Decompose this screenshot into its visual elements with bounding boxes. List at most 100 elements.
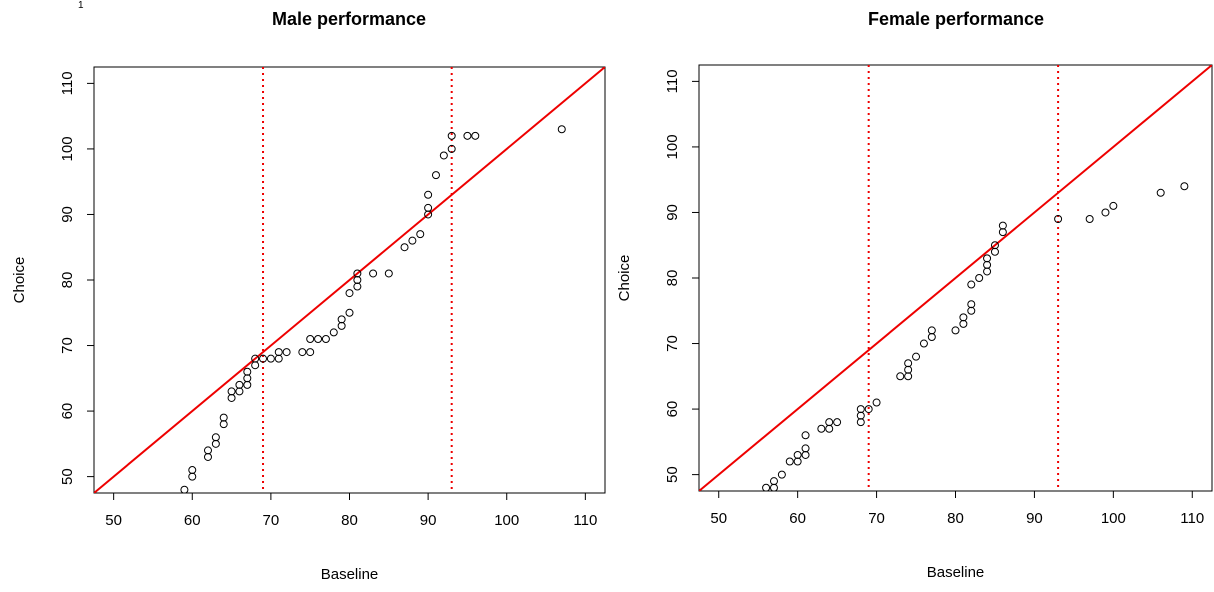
y-tick-label: 110 xyxy=(59,71,76,95)
data-point xyxy=(904,372,913,381)
data-point xyxy=(439,151,448,160)
x-tick-label: 50 xyxy=(105,512,122,529)
data-point xyxy=(431,171,440,180)
x-tick-label: 110 xyxy=(1180,510,1204,527)
data-point xyxy=(298,348,307,357)
data-point xyxy=(219,420,228,429)
data-point xyxy=(188,472,197,481)
y-tick-label: 70 xyxy=(664,335,681,352)
data-point xyxy=(967,280,976,289)
data-point xyxy=(345,308,354,317)
data-point xyxy=(959,313,968,322)
data-point xyxy=(825,418,834,427)
data-point xyxy=(203,452,212,461)
data-point xyxy=(983,254,992,263)
female-performance-panel: Female performance 50 60 70 80 90 100 110 50 60 70… xyxy=(607,0,1214,587)
data-point xyxy=(408,236,417,245)
data-point xyxy=(927,332,936,341)
data-point xyxy=(856,411,865,420)
data-point xyxy=(1101,208,1110,217)
data-point xyxy=(983,267,992,276)
data-point xyxy=(345,289,354,298)
data-point xyxy=(919,339,928,348)
y-tick-label: 60 xyxy=(664,401,681,418)
data-point xyxy=(967,306,976,315)
data-point xyxy=(769,477,778,486)
data-point xyxy=(463,131,472,140)
data-point xyxy=(864,405,873,414)
data-point xyxy=(400,243,409,252)
data-point xyxy=(801,431,810,440)
y-axis-label: Choice xyxy=(616,255,633,302)
y-tick-label: 80 xyxy=(664,270,681,287)
data-point xyxy=(211,433,220,442)
data-point xyxy=(990,247,999,256)
data-point xyxy=(959,319,968,328)
data-point xyxy=(353,282,362,291)
x-tick-label: 70 xyxy=(868,510,885,527)
y-tick-label: 100 xyxy=(59,136,76,161)
data-point xyxy=(227,387,236,396)
male-performance-panel: Male performance 50 60 70 80 90 100 110 50 60 70 80… xyxy=(0,0,607,587)
data-point xyxy=(306,334,315,343)
data-point xyxy=(793,450,802,459)
x-axis-label: Baseline xyxy=(321,566,379,583)
data-point xyxy=(188,466,197,475)
data-point xyxy=(912,352,921,361)
data-point xyxy=(998,228,1007,237)
data-point xyxy=(447,144,456,153)
y-tick-label: 100 xyxy=(664,134,681,159)
y-tick-label: 70 xyxy=(59,337,76,354)
corner-mark: 1 xyxy=(78,0,84,11)
data-point xyxy=(211,439,220,448)
data-point xyxy=(557,125,566,134)
data-point xyxy=(951,326,960,335)
data-point xyxy=(769,483,778,491)
female-performance-chart: Female performance 50 60 70 80 90 100 110 50 60 70… xyxy=(616,9,1213,581)
data-point xyxy=(777,470,786,479)
data-point xyxy=(274,348,283,357)
y-tick-label: 50 xyxy=(664,466,681,483)
data-point xyxy=(321,334,330,343)
data-point xyxy=(259,354,268,363)
data-point xyxy=(337,315,346,324)
x-tick-label: 60 xyxy=(789,510,806,527)
data-point xyxy=(872,398,881,407)
data-point xyxy=(180,485,189,493)
data-point xyxy=(904,359,913,368)
x-tick-label: 100 xyxy=(494,512,519,529)
data-point xyxy=(896,372,905,381)
data-point xyxy=(825,424,834,433)
x-tick-label: 50 xyxy=(710,510,727,527)
plot-area xyxy=(94,67,605,493)
data-point xyxy=(203,446,212,455)
x-tick-label: 60 xyxy=(184,512,201,529)
data-point xyxy=(424,190,433,199)
y-tick-label: 110 xyxy=(664,69,681,93)
data-point xyxy=(1156,188,1165,197)
data-point xyxy=(801,450,810,459)
chart-title: Male performance xyxy=(272,9,426,29)
data-point xyxy=(416,230,425,239)
data-point xyxy=(314,334,323,343)
data-point xyxy=(243,374,252,383)
x-tick-label: 80 xyxy=(947,510,964,527)
data-point xyxy=(967,300,976,309)
data-point xyxy=(990,241,999,250)
data-point xyxy=(447,131,456,140)
data-point xyxy=(785,457,794,466)
data-point xyxy=(983,260,992,269)
data-point xyxy=(353,276,362,284)
data-point xyxy=(1180,182,1189,191)
x-tick-label: 90 xyxy=(1026,510,1043,527)
y-axis-label: Choice xyxy=(11,257,28,304)
data-point xyxy=(266,354,275,363)
data-point xyxy=(384,269,393,278)
data-point xyxy=(856,405,865,414)
data-point xyxy=(369,269,378,278)
data-point xyxy=(833,418,842,427)
x-tick-label: 110 xyxy=(573,512,597,529)
data-point xyxy=(306,348,315,357)
data-point xyxy=(353,269,362,278)
data-point xyxy=(424,203,433,212)
